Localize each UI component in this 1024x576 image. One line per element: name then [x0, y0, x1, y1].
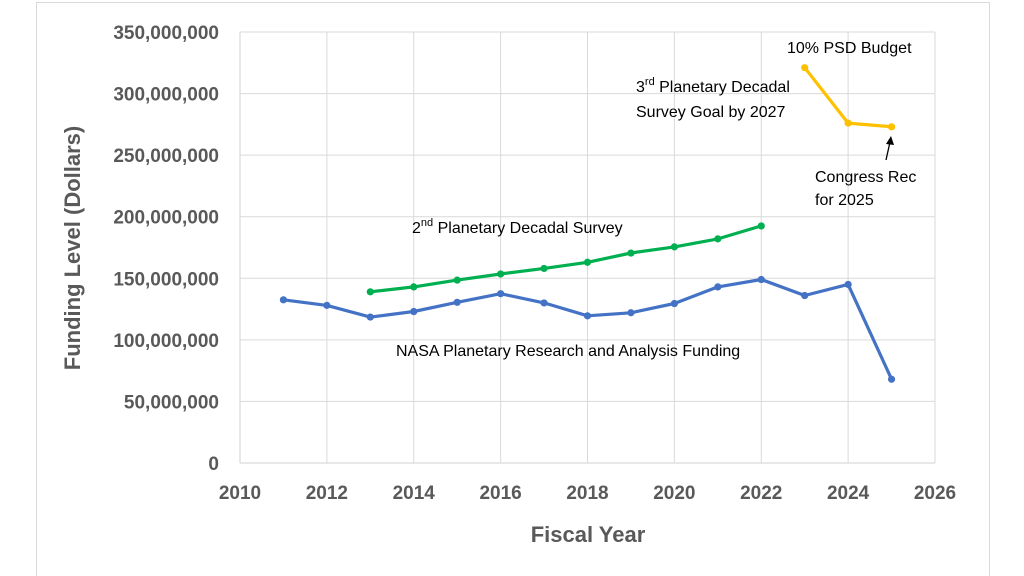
- x-tick-label: 2018: [566, 483, 608, 504]
- data-point: [497, 290, 505, 298]
- data-point: [844, 280, 852, 289]
- y-tick-label: 100,000,000: [113, 331, 219, 352]
- data-point: [583, 258, 592, 266]
- data-point: [627, 249, 635, 257]
- data-point: [714, 283, 722, 291]
- y-tick-label: 350,000,000: [113, 23, 219, 44]
- data-point: [844, 119, 852, 127]
- x-tick-label: 2026: [914, 483, 956, 504]
- data-point: [627, 309, 635, 317]
- data-point: [279, 296, 288, 304]
- data-point: [453, 298, 461, 306]
- y-tick-label: 300,000,000: [113, 85, 219, 106]
- x-tick-label: 2016: [479, 483, 521, 504]
- data-point: [714, 235, 722, 243]
- data-point: [366, 288, 374, 296]
- y-tick-label: 50,000,000: [124, 392, 219, 413]
- data-point: [583, 312, 592, 320]
- x-tick-label: 2014: [393, 483, 436, 504]
- y-tick-labels: 0 50,000,000 100,000,000 150,000,000 200,000…: [113, 23, 219, 475]
- data-point: [540, 299, 548, 307]
- x-axis-title: Fiscal Year: [531, 522, 646, 547]
- data-point: [887, 123, 896, 131]
- y-tick-label: 150,000,000: [113, 269, 219, 290]
- annotation-nasa-funding: NASA Planetary Research and Analysis Fun…: [396, 343, 740, 360]
- annotation-third-decadal: 3rd Planetary Decadal: [636, 76, 790, 96]
- data-point: [801, 64, 809, 72]
- data-point: [410, 283, 418, 291]
- data-point: [497, 270, 505, 278]
- data-point: [410, 307, 418, 316]
- y-axis-title: Funding Level (Dollars): [60, 126, 85, 370]
- annotation-congress-rec-line2: for 2025: [815, 192, 874, 209]
- x-tick-label: 2024: [827, 483, 870, 504]
- x-tick-label: 2010: [219, 483, 261, 504]
- annotation-congress-rec: Congress Rec: [815, 169, 916, 186]
- data-point: [540, 264, 548, 273]
- data-point: [453, 276, 461, 284]
- data-point: [366, 313, 374, 321]
- data-point: [670, 299, 678, 308]
- annotation-arrow: [885, 136, 894, 161]
- x-tick-label: 2020: [653, 483, 695, 504]
- data-point: [323, 301, 331, 309]
- series-group: [279, 64, 896, 383]
- x-tick-label: 2022: [740, 483, 782, 504]
- data-point: [670, 243, 678, 251]
- y-tick-label: 250,000,000: [113, 146, 219, 167]
- grid: [240, 31, 936, 463]
- y-tick-label: 200,000,000: [113, 208, 219, 229]
- x-tick-labels: 2010 2012 2014 2016 2018 2020 2022 2024 2026: [219, 483, 956, 504]
- data-point: [887, 375, 896, 383]
- x-tick-label: 2012: [306, 483, 348, 504]
- annotation-third-decadal-line2: Survey Goal by 2027: [636, 104, 786, 121]
- axes: [239, 32, 935, 464]
- data-point: [757, 275, 765, 284]
- data-point: [757, 222, 765, 230]
- annotation-psd-budget: 10% PSD Budget: [787, 40, 912, 57]
- data-point: [801, 291, 809, 300]
- y-tick-label: 0: [208, 454, 219, 475]
- annotation-second-decadal: 2nd Planetary Decadal Survey: [412, 217, 623, 237]
- series-line-second-decadal: [368, 224, 763, 294]
